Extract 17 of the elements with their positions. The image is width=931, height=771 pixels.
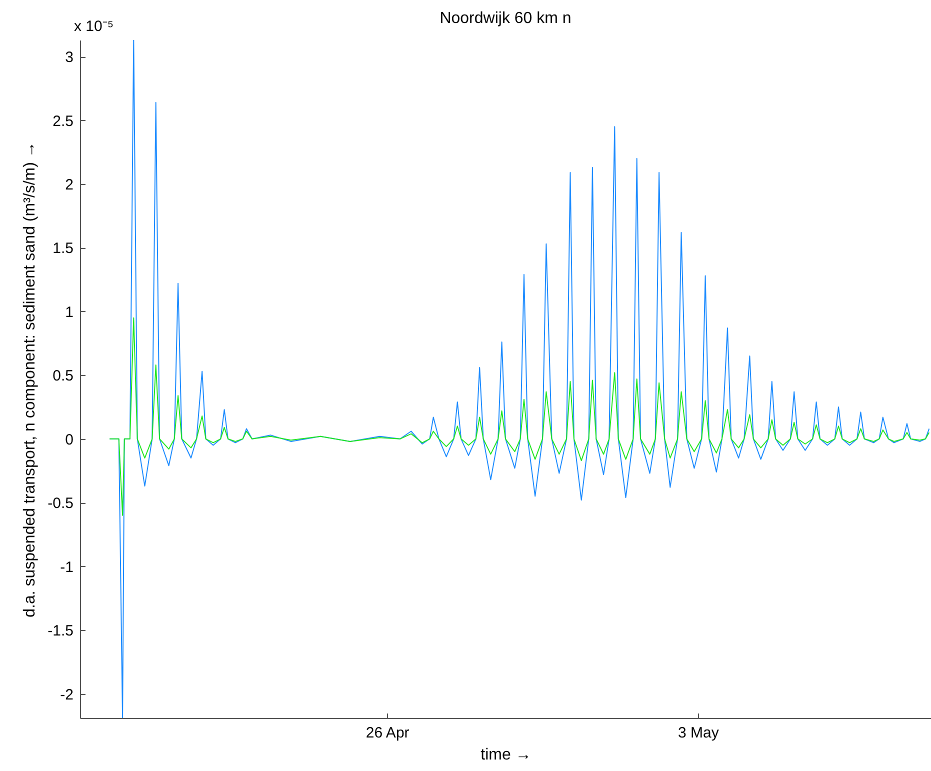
y-tick-label: 1.5 [52,240,74,258]
x-tick-label: 3 May [678,724,720,742]
y-tick-label: -1.5 [48,622,74,640]
y-tick-label: 0.5 [52,368,74,385]
y-tick-label: 2 [65,176,74,194]
y-tick-label: 1 [65,304,74,321]
y-tick-label: -0.5 [48,495,74,512]
y-tick-label: 3 [65,49,74,66]
y-axis-title: d.a. suspended transport, n component: sediment sand (m³/s/m) → [22,142,39,618]
y-tick-label: -2 [60,686,74,704]
y-tick-label: 0 [65,431,74,448]
x-axis-title: time → [480,746,532,764]
x-tick-label: 26 Apr [366,724,410,742]
y-tick-label: -1 [60,558,74,576]
text: x 10⁻⁵ [74,18,114,35]
y-tick-label: 2.5 [52,112,74,130]
chart-title: Noordwijk 60 km n [440,10,572,27]
